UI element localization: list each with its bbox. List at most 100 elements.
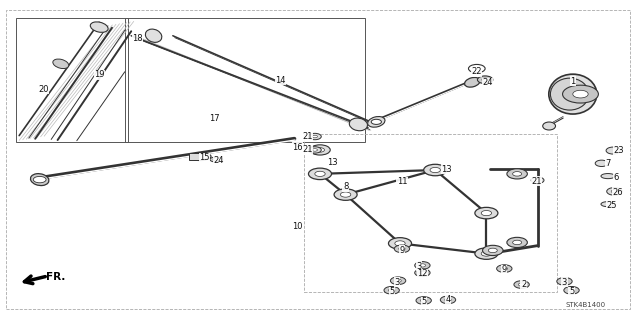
Text: 24: 24 <box>214 156 224 165</box>
Circle shape <box>424 164 447 176</box>
Ellipse shape <box>601 174 615 179</box>
Circle shape <box>416 297 431 304</box>
Circle shape <box>531 177 544 183</box>
Circle shape <box>33 176 46 183</box>
Circle shape <box>388 238 412 249</box>
Circle shape <box>514 281 529 288</box>
Circle shape <box>535 179 540 182</box>
Text: 9: 9 <box>502 265 507 274</box>
Circle shape <box>419 264 426 267</box>
Text: 17: 17 <box>209 114 220 122</box>
Circle shape <box>316 148 324 152</box>
Bar <box>16 18 128 142</box>
Circle shape <box>334 189 357 200</box>
Circle shape <box>513 172 522 176</box>
Text: 23: 23 <box>614 146 624 155</box>
Circle shape <box>415 262 430 269</box>
Bar <box>189 153 202 160</box>
Circle shape <box>196 154 207 160</box>
Text: 5: 5 <box>569 287 574 296</box>
Text: 3: 3 <box>417 262 422 271</box>
Text: 16: 16 <box>292 143 303 152</box>
Circle shape <box>312 149 317 151</box>
Circle shape <box>310 145 330 155</box>
Text: 24: 24 <box>483 78 493 87</box>
Circle shape <box>475 207 498 219</box>
Text: 6: 6 <box>614 173 619 182</box>
Bar <box>125 18 365 142</box>
Circle shape <box>312 135 317 138</box>
Circle shape <box>308 168 332 180</box>
Text: 5: 5 <box>389 287 394 296</box>
Text: 8: 8 <box>343 182 348 191</box>
Ellipse shape <box>550 78 589 110</box>
Circle shape <box>573 90 588 98</box>
Text: 20: 20 <box>38 85 49 94</box>
Circle shape <box>395 241 405 246</box>
Ellipse shape <box>192 153 211 160</box>
Text: 12: 12 <box>417 269 428 278</box>
Circle shape <box>388 289 395 292</box>
Circle shape <box>501 267 508 270</box>
Circle shape <box>561 280 568 283</box>
Circle shape <box>595 160 608 167</box>
Circle shape <box>606 147 620 154</box>
Text: 3: 3 <box>394 278 399 287</box>
Circle shape <box>513 240 522 245</box>
Circle shape <box>308 133 321 140</box>
Text: 3: 3 <box>562 278 567 287</box>
Circle shape <box>557 278 572 285</box>
Ellipse shape <box>548 74 596 114</box>
Text: 9: 9 <box>399 246 404 255</box>
Circle shape <box>394 245 410 253</box>
Text: 13: 13 <box>442 165 452 174</box>
Circle shape <box>213 158 220 161</box>
Ellipse shape <box>367 116 385 127</box>
Circle shape <box>395 279 401 282</box>
Circle shape <box>507 169 527 179</box>
Text: STK4B1400: STK4B1400 <box>566 302 605 308</box>
Circle shape <box>430 167 440 173</box>
Text: 10: 10 <box>292 222 303 231</box>
Ellipse shape <box>349 118 367 131</box>
Text: 21: 21 <box>302 132 312 141</box>
Circle shape <box>477 76 493 84</box>
Text: FR.: FR. <box>46 272 65 282</box>
Circle shape <box>475 248 498 259</box>
Text: 2: 2 <box>521 280 526 289</box>
Text: 21: 21 <box>302 145 312 154</box>
Text: 19: 19 <box>94 70 104 79</box>
Circle shape <box>390 277 406 285</box>
Ellipse shape <box>90 22 108 32</box>
Circle shape <box>488 248 497 253</box>
Text: 7: 7 <box>605 159 611 168</box>
Circle shape <box>399 247 405 250</box>
Circle shape <box>308 147 321 153</box>
Circle shape <box>315 171 325 176</box>
Circle shape <box>440 296 456 304</box>
Ellipse shape <box>601 202 615 207</box>
Circle shape <box>507 237 527 248</box>
Circle shape <box>384 286 399 294</box>
Text: 5: 5 <box>421 297 426 306</box>
Circle shape <box>563 85 598 103</box>
Circle shape <box>420 299 427 302</box>
Ellipse shape <box>465 78 480 87</box>
Text: 4: 4 <box>445 295 451 304</box>
Text: 15: 15 <box>200 153 210 162</box>
Circle shape <box>611 190 618 193</box>
Circle shape <box>483 245 503 256</box>
Circle shape <box>482 78 488 81</box>
Ellipse shape <box>210 157 223 162</box>
Text: 26: 26 <box>612 188 623 197</box>
Ellipse shape <box>145 29 162 42</box>
Text: 21: 21 <box>531 177 541 186</box>
Text: 14: 14 <box>275 76 285 85</box>
Ellipse shape <box>53 59 68 69</box>
Bar <box>304 134 557 292</box>
Circle shape <box>481 211 492 216</box>
Circle shape <box>445 298 451 301</box>
Circle shape <box>468 64 485 73</box>
Circle shape <box>415 269 430 277</box>
Circle shape <box>419 271 426 274</box>
